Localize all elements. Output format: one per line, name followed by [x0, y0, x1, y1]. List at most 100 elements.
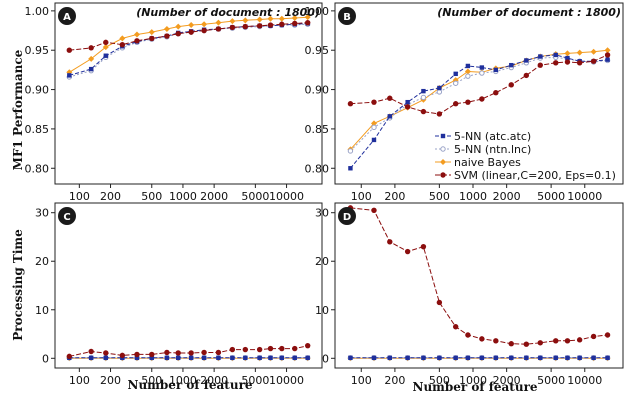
chart-d-point-knn_atc: [605, 355, 610, 361]
chart-b-badge-label: B: [343, 12, 351, 23]
chart-a-point-svm: [292, 20, 298, 27]
chart-d-point-svm: [576, 337, 583, 343]
chart-a-badge: [58, 7, 76, 25]
chart-c-point-knn_atc: [201, 355, 207, 361]
chart-b-point-svm: [436, 111, 443, 117]
chart-b-point-svm: [347, 101, 354, 107]
chart-c-point-svm: [292, 345, 298, 352]
chart-d-point-svm: [523, 341, 530, 347]
chart-a-point-naive_bayes: [133, 31, 140, 38]
chart-b-ytick-label: 1.00: [305, 5, 330, 18]
chart-c-ytick-label: 20: [35, 255, 49, 268]
chart-a-point-naive_bayes: [267, 15, 274, 22]
chart-d-point-knn_atc: [348, 355, 353, 361]
chart-a-xtick-label: 2000: [200, 190, 228, 203]
chart-b-legend-label-naive_bayes: naive Bayes: [454, 156, 521, 169]
chart-a-point-naive_bayes: [229, 18, 236, 25]
chart-a-point-svm: [279, 21, 285, 27]
chart-c-point-knn_atc: [243, 355, 248, 361]
chart-d: 0 10 20 30 100 200 500 1000 2000 5000 10000 D: [315, 202, 624, 387]
chart-b-point-svm: [576, 60, 583, 66]
chart-b-xtick-label: 5000: [537, 190, 565, 203]
chart-c-ytick-label: 30: [35, 207, 49, 220]
chart-b-point-knn_atc: [421, 88, 426, 94]
chart-b-point-knn_atc: [479, 65, 485, 70]
chart-b-point-knn_atc: [553, 52, 558, 58]
chart-a-title: (Number of document : 1800): [136, 6, 320, 19]
chart-a-ytick-label: 0.80: [25, 162, 50, 175]
chart-a-xtick-label: 500: [141, 190, 162, 203]
chart-d-ytick-label: 0: [322, 352, 329, 365]
chart-d-xtick-label: 1000: [459, 374, 487, 387]
chart-c-point-svm: [304, 342, 311, 349]
chart-b-legend-label-svm: SVM (linear,C=200, Eps=0.1): [454, 169, 616, 182]
chart-b-point-svm: [508, 82, 514, 88]
chart-d-point-knn_atc: [538, 355, 543, 361]
chart-b-point-svm: [553, 60, 559, 66]
chart-a-point-naive_bayes: [278, 15, 285, 22]
chart-c-xtick-label: 10000: [269, 374, 304, 387]
chart-a-point-naive_bayes: [88, 55, 95, 62]
chart-d-point-knn_atc: [509, 355, 514, 361]
chart-a-point-svm: [103, 39, 109, 46]
chart-b-xtick-label: 1000: [459, 190, 487, 203]
chart-c-xtick-label: 5000: [241, 374, 269, 387]
chart-b-frame: [334, 2, 624, 185]
chart-a-ytick-label: 0.90: [25, 84, 50, 97]
chart-b-point-naive_bayes: [564, 50, 571, 57]
chart-b-point-knn_ntn: [465, 73, 471, 79]
chart-c-badge: [58, 207, 76, 225]
chart-d-point-knn_atc: [453, 355, 458, 361]
chart-b-point-svm: [479, 96, 485, 102]
xlabel-left: Number of feature: [127, 378, 252, 392]
chart-a-ytick-label: 0.95: [25, 44, 50, 57]
chart-d-point-knn_atc: [405, 355, 410, 361]
chart-d-xtick-label: 200: [384, 374, 405, 387]
chart-a-point-naive_bayes: [201, 21, 208, 28]
chart-b-point-naive_bayes: [604, 47, 611, 54]
chart-b-point-knn_atc: [509, 62, 514, 68]
chart-a-point-svm: [175, 30, 181, 37]
chart-a-point-knn_atc: [88, 66, 94, 72]
chart-c-ytick-label: 0: [42, 352, 49, 365]
chart-a-point-svm: [149, 35, 155, 42]
chart-a-point-svm: [66, 47, 73, 53]
chart-c-frame: [54, 202, 323, 369]
chart-c-point-svm: [279, 345, 285, 352]
chart-b-ytick-label: 0.85: [305, 123, 330, 136]
chart-d-point-knn_atc: [524, 355, 529, 361]
chart-b-point-svm: [537, 62, 543, 68]
chart-d-xtick-label: 2000: [493, 374, 521, 387]
chart-c-point-knn_atc: [164, 355, 170, 361]
chart-b-point-knn_ntn: [347, 148, 354, 154]
chart-a-point-svm: [256, 23, 263, 29]
chart-b-point-naive_bayes: [590, 48, 597, 55]
chart-a-point-naive_bayes: [119, 35, 126, 42]
chart-b-point-svm: [604, 52, 611, 58]
chart-b-xtick-label: 10000: [567, 190, 602, 203]
chart-b-point-svm: [465, 99, 471, 105]
chart-d-point-knn_atc: [479, 355, 485, 361]
chart-a-point-naive_bayes: [175, 23, 182, 30]
chart-b-xtick-label: 100: [351, 190, 372, 203]
chart-c-ytick-label: 10: [35, 304, 49, 317]
chart-d-point-knn_atc: [577, 355, 582, 361]
chart-a-point-naive_bayes: [291, 14, 298, 21]
chart-d-point-knn_atc: [553, 355, 558, 361]
chart-b-xtick-label: 2000: [493, 190, 521, 203]
chart-c-point-svm: [215, 349, 222, 356]
chart-c-xtick-label: 100: [69, 374, 90, 387]
chart-a-xtick-label: 100: [69, 190, 90, 203]
chart-d-point-svm: [404, 248, 411, 255]
chart-b-point-knn_atc: [371, 137, 377, 143]
chart-b-point-knn_atc: [465, 63, 471, 69]
chart-b-point-svm: [452, 101, 459, 107]
chart-c-point-svm: [134, 351, 140, 358]
chart-d-ytick-label: 20: [315, 255, 329, 268]
chart-d-xtick-label: 100: [351, 374, 372, 387]
chart-b-legend-marker-naive_bayes: [440, 159, 446, 165]
chart-b-legend-marker-svm: [440, 172, 446, 178]
chart-c-point-knn_atc: [188, 355, 194, 361]
chart-b-point-svm: [564, 59, 571, 65]
chart-a-frame: [54, 2, 323, 185]
